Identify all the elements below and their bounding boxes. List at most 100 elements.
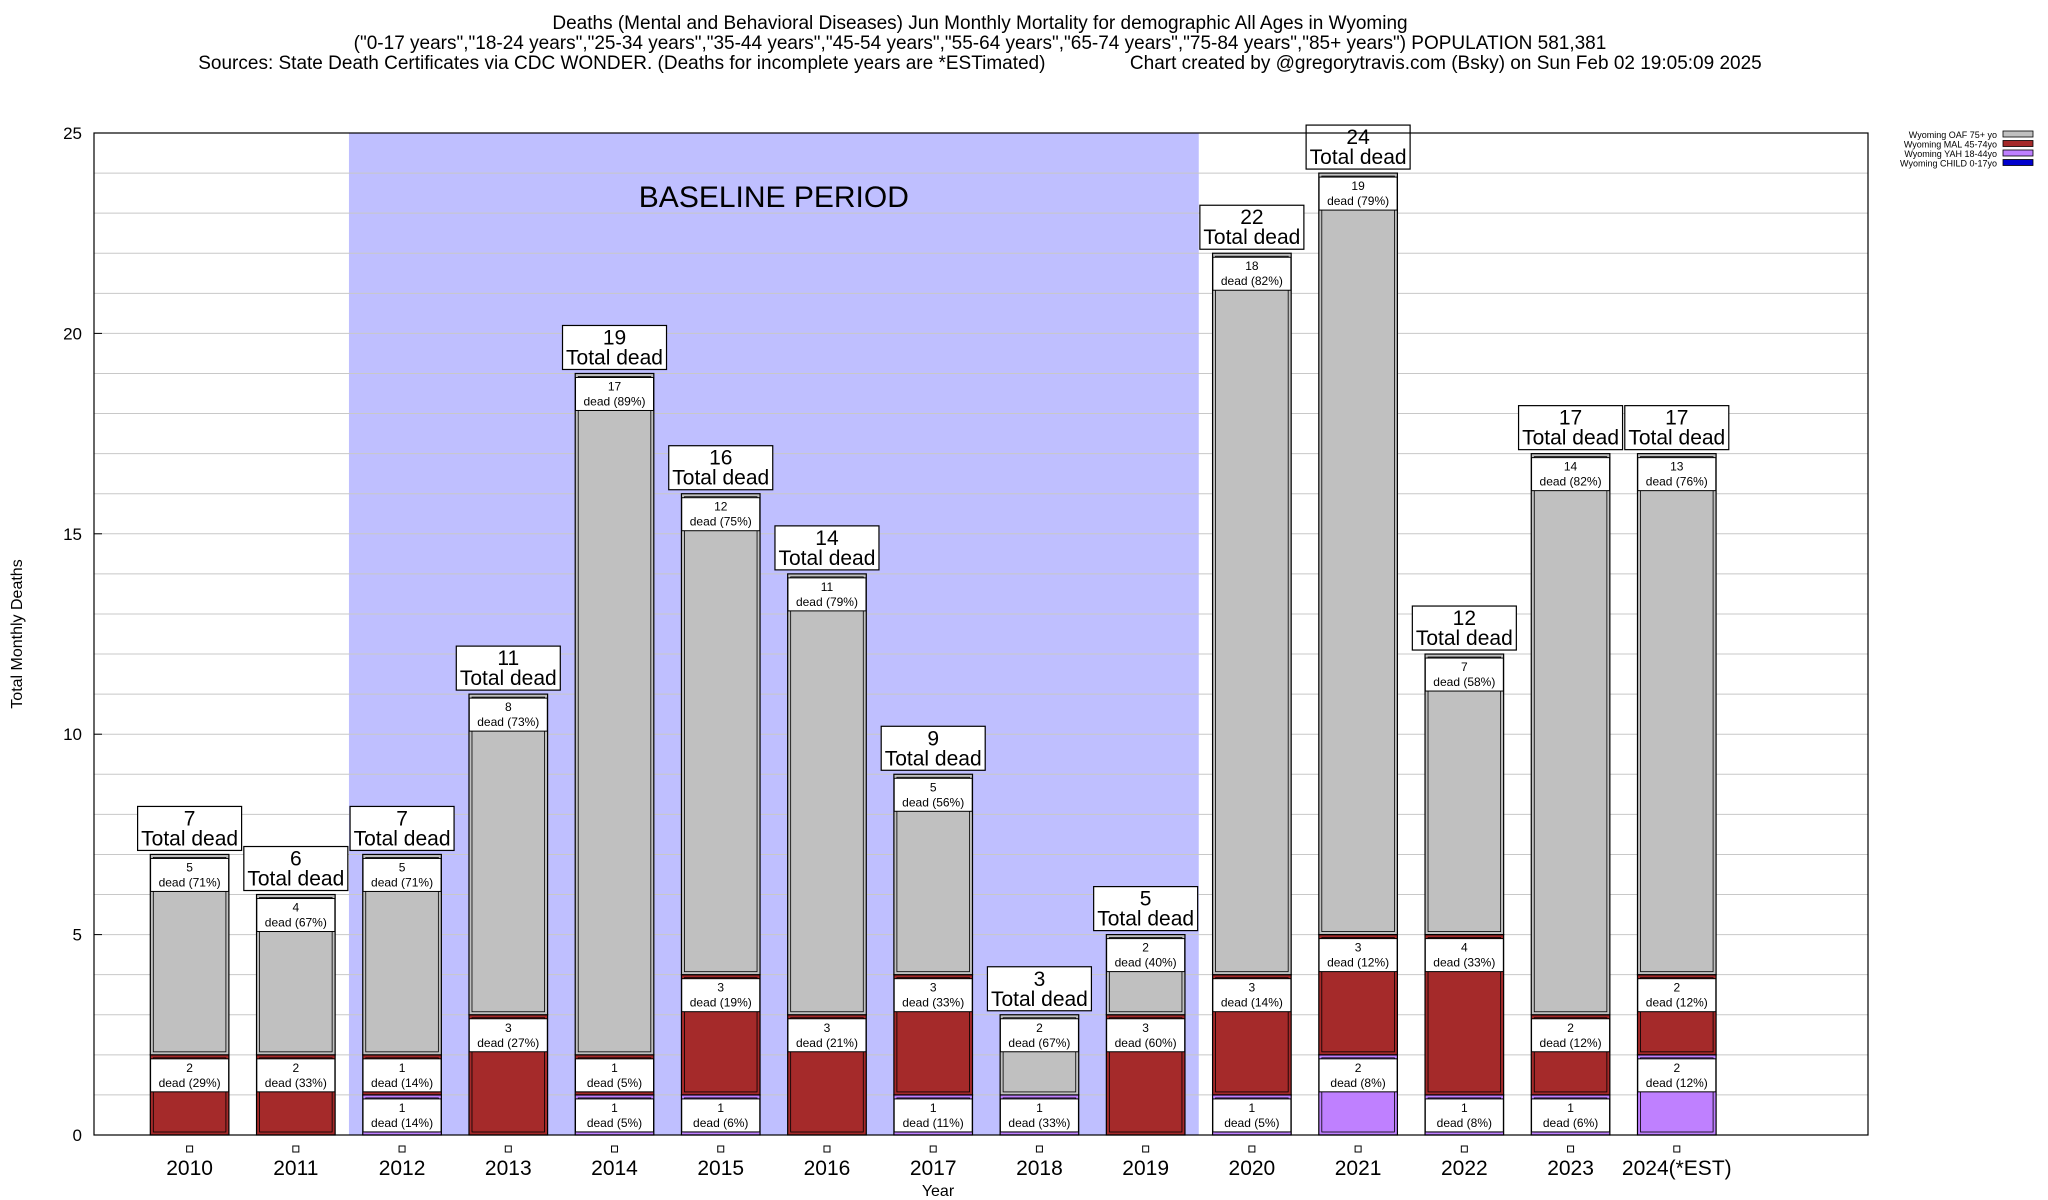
bar-segment-outline: [1640, 977, 1714, 1053]
bar-segment-oaf: [1211, 252, 1292, 976]
y-tick-label: 20: [63, 324, 82, 343]
segment-label-box: [1212, 1098, 1292, 1133]
legend-swatch: [2002, 130, 2034, 138]
bar-segment-outline: [1321, 937, 1395, 1053]
segment-percent-label: dead (79%): [796, 595, 858, 609]
x-tick-marker: [1035, 1145, 1043, 1153]
segment-label-box: [256, 898, 336, 933]
segment-label-box: [1106, 938, 1186, 973]
bar-segment-outline: [1640, 456, 1714, 973]
segment-count-label: 13: [1670, 460, 1684, 474]
segment-label-box: [681, 978, 761, 1013]
segment-percent-label: dead (76%): [1646, 475, 1708, 489]
total-label-box: [137, 805, 243, 852]
x-tick-marker: [504, 1145, 512, 1153]
x-tick-marker: [823, 1145, 831, 1153]
x-tick-label: 2022: [1441, 1157, 1488, 1180]
segment-count-label: 3: [1142, 1021, 1149, 1035]
bar-segment-outline: [1002, 1017, 1077, 1093]
segment-count-label: 14: [1564, 460, 1578, 474]
total-suffix-label: Total dead: [991, 988, 1088, 1011]
segment-percent-label: dead (14%): [371, 1116, 433, 1130]
bar-segment-oaf: [1636, 453, 1717, 976]
segment-count-label: 5: [930, 780, 937, 794]
total-label-box: [668, 445, 774, 491]
segment-count-label: 2: [292, 1061, 299, 1075]
segment-label-box: [893, 978, 973, 1013]
segment-count-label: 1: [1567, 1101, 1574, 1115]
total-value-label: 17: [1665, 407, 1688, 430]
total-value-label: 7: [184, 807, 196, 830]
segment-count-label: 1: [930, 1101, 937, 1115]
segment-label-box: [1424, 1098, 1504, 1133]
segment-label-box: [362, 857, 442, 892]
segment-label-box: [1318, 176, 1398, 211]
bar-segment-outline: [1108, 1017, 1183, 1133]
legend-entry-label: Wyoming YAH 18-44yo: [1904, 149, 1997, 159]
segment-count-label: 1: [1036, 1101, 1043, 1115]
x-tick-marker: [1567, 1145, 1575, 1153]
legend-swatch: [2002, 140, 2034, 147]
total-suffix-label: Total dead: [1628, 427, 1725, 450]
total-label-box: [1624, 405, 1730, 451]
segment-count-label: 11: [821, 580, 834, 594]
total-value-label: 16: [709, 447, 732, 470]
bar-segment-outline: [577, 376, 652, 1053]
segment-percent-label: dead (12%): [1540, 1036, 1602, 1050]
chart-title: Deaths (Mental and Behavioral Diseases) …: [552, 13, 1408, 34]
segment-count-label: 17: [608, 379, 622, 393]
segment-count-label: 19: [1351, 179, 1365, 193]
segment-percent-label: dead (73%): [477, 715, 539, 729]
segment-label-box: [150, 857, 230, 892]
segment-percent-label: dead (82%): [1540, 475, 1602, 489]
bar-segment-outline: [1108, 937, 1183, 1013]
segment-label-box: [1212, 978, 1292, 1013]
total-value-label: 24: [1346, 126, 1370, 149]
x-tick-label: 2013: [485, 1157, 532, 1180]
x-tick-marker: [611, 1145, 619, 1153]
y-tick-label: 15: [63, 525, 82, 544]
segment-count-label: 2: [1673, 1061, 1680, 1075]
segment-label-box: [575, 376, 655, 411]
total-suffix-label: Total dead: [1310, 146, 1407, 169]
segment-label-box: [1424, 657, 1504, 692]
y-tick-label: 0: [73, 1126, 82, 1145]
segment-percent-label: dead (40%): [1115, 956, 1177, 970]
total-suffix-label: Total dead: [885, 747, 982, 770]
segment-count-label: 2: [1567, 1021, 1574, 1035]
segment-percent-label: dead (5%): [587, 1116, 642, 1130]
x-tick-label: 2018: [1016, 1157, 1063, 1180]
legend-entry-label: Wyoming OAF 75+ yo: [1909, 130, 1997, 140]
segment-label-box: [256, 1058, 336, 1093]
segment-percent-label: dead (8%): [1330, 1076, 1385, 1090]
segment-label-box: [999, 1098, 1079, 1133]
segment-percent-label: dead (33%): [1433, 956, 1495, 970]
total-value-label: 17: [1559, 407, 1582, 430]
segment-percent-label: dead (6%): [693, 1116, 748, 1130]
segment-count-label: 2: [1036, 1021, 1043, 1035]
total-label-box: [1517, 405, 1624, 451]
total-suffix-label: Total dead: [1097, 908, 1194, 931]
segment-count-label: 1: [1461, 1101, 1468, 1115]
segment-percent-label: dead (19%): [690, 996, 752, 1010]
segment-label-box: [362, 1098, 442, 1133]
segment-label-box: [1106, 1018, 1186, 1053]
segment-percent-label: dead (5%): [587, 1076, 642, 1090]
bar-segment-outline: [471, 696, 545, 1013]
total-suffix-label: Total dead: [1203, 226, 1300, 249]
segment-label-box: [1424, 938, 1504, 973]
chart-subtitle-sources: Sources: State Death Certificates via CD…: [198, 53, 1762, 74]
legend-entry-label: Wyoming CHILD 0-17yo: [1900, 159, 1997, 169]
segment-percent-label: dead (58%): [1433, 675, 1495, 689]
segment-count-label: 8: [505, 700, 512, 714]
segment-label-box: [468, 697, 548, 732]
total-suffix-label: Total dead: [141, 827, 238, 850]
y-tick-label: 10: [63, 725, 82, 744]
x-tick-marker: [1248, 1145, 1256, 1153]
bar-segment-outline: [1427, 656, 1502, 932]
total-suffix-label: Total dead: [460, 667, 557, 690]
bar-segment-outline: [1321, 1057, 1395, 1133]
bar-segment-oaf: [1530, 453, 1611, 1016]
x-tick-label: 2023: [1547, 1157, 1594, 1180]
total-label-box: [1411, 605, 1517, 651]
